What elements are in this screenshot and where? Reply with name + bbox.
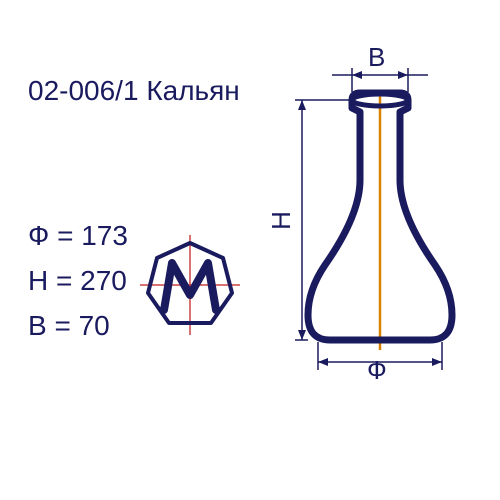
dimension-b: B = 70 xyxy=(28,310,110,342)
dimension-h: H = 270 xyxy=(28,265,127,297)
product-title: 02-006/1 Кальян xyxy=(28,75,240,107)
dimension-phi: Ф = 173 xyxy=(28,220,128,252)
logo-heptagon xyxy=(140,235,240,335)
dim-label-b: B xyxy=(368,42,385,73)
dim-label-h: H xyxy=(266,211,297,230)
dim-label-phi: Ф xyxy=(367,355,387,386)
flask-drawing xyxy=(270,60,490,380)
